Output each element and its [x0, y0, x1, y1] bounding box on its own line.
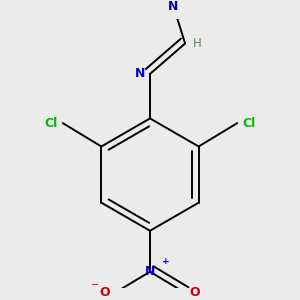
Text: N: N — [145, 265, 155, 278]
Text: N: N — [135, 68, 145, 80]
Text: O: O — [190, 286, 200, 299]
Text: −: − — [91, 280, 99, 290]
Text: Cl: Cl — [242, 117, 255, 130]
Text: H: H — [193, 37, 202, 50]
Text: Cl: Cl — [45, 117, 58, 130]
Text: O: O — [100, 286, 110, 299]
Text: +: + — [162, 257, 169, 266]
Text: N: N — [168, 0, 178, 13]
